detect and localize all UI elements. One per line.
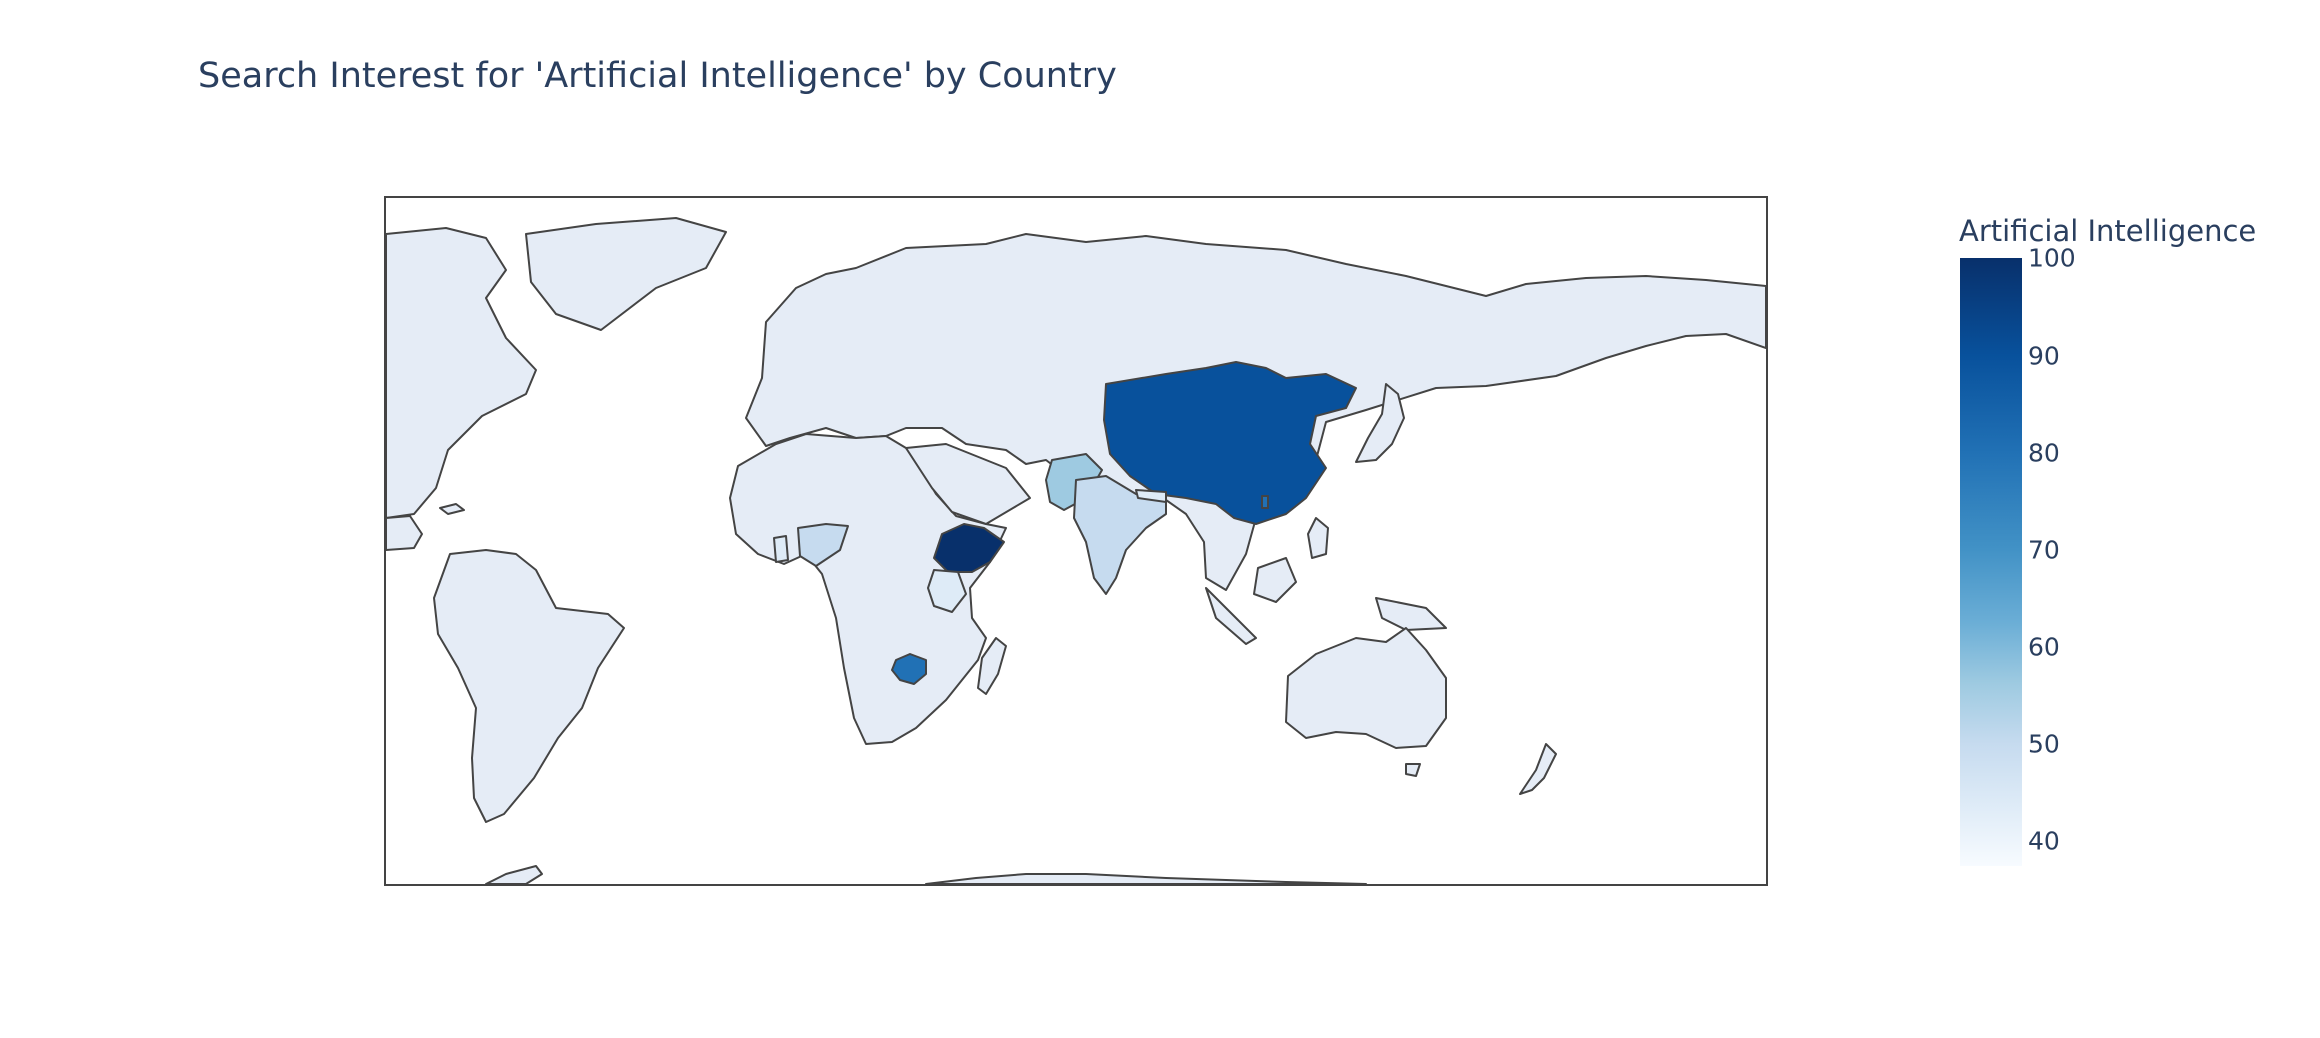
land-south-america	[433, 549, 625, 823]
land-north-america	[386, 227, 537, 519]
land-caribbean	[439, 503, 465, 515]
land-central-america	[386, 515, 423, 551]
colorbar-tick-40: 40	[2028, 826, 2060, 856]
land-new-guinea	[1375, 597, 1447, 631]
country-ghana[interactable]	[773, 535, 789, 563]
country-ethiopia[interactable]	[933, 523, 1005, 573]
colorbar-tick-60: 60	[2028, 632, 2060, 662]
colorbar	[1960, 258, 2022, 866]
land-madagascar	[977, 637, 1007, 695]
country-zimbabwe[interactable]	[891, 653, 927, 685]
world-map	[386, 217, 1766, 884]
land-new-zealand	[1519, 743, 1557, 795]
colorbar-tick-70: 70	[2028, 535, 2060, 565]
land-australia	[1285, 627, 1447, 749]
colorbar-tick-100: 100	[2028, 243, 2076, 273]
country-nepal[interactable]	[1135, 489, 1167, 503]
land-tasmania	[1405, 763, 1421, 777]
chart-title: Search Interest for 'Artificial Intellig…	[198, 56, 1117, 96]
country-kenya[interactable]	[927, 569, 967, 613]
land-philippines	[1307, 517, 1329, 559]
land-japan	[1355, 383, 1405, 463]
colorbar-tick-80: 80	[2028, 438, 2060, 468]
colorbar-tick-50: 50	[2028, 729, 2060, 759]
land-antarctica-west	[485, 865, 543, 884]
colorbar-tick-90: 90	[2028, 341, 2060, 371]
island-taiwan[interactable]	[1261, 495, 1269, 509]
land-arabia	[905, 443, 1031, 525]
map-frame[interactable]	[384, 196, 1768, 886]
country-china[interactable]	[1103, 361, 1357, 525]
land-borneo	[1253, 557, 1297, 603]
land-antarctica-east	[925, 873, 1367, 884]
land-sumatra	[1205, 587, 1257, 645]
land-greenland	[525, 217, 727, 331]
colorbar-title: Artificial Intelligence	[1959, 214, 2257, 248]
country-nigeria[interactable]	[797, 523, 849, 567]
